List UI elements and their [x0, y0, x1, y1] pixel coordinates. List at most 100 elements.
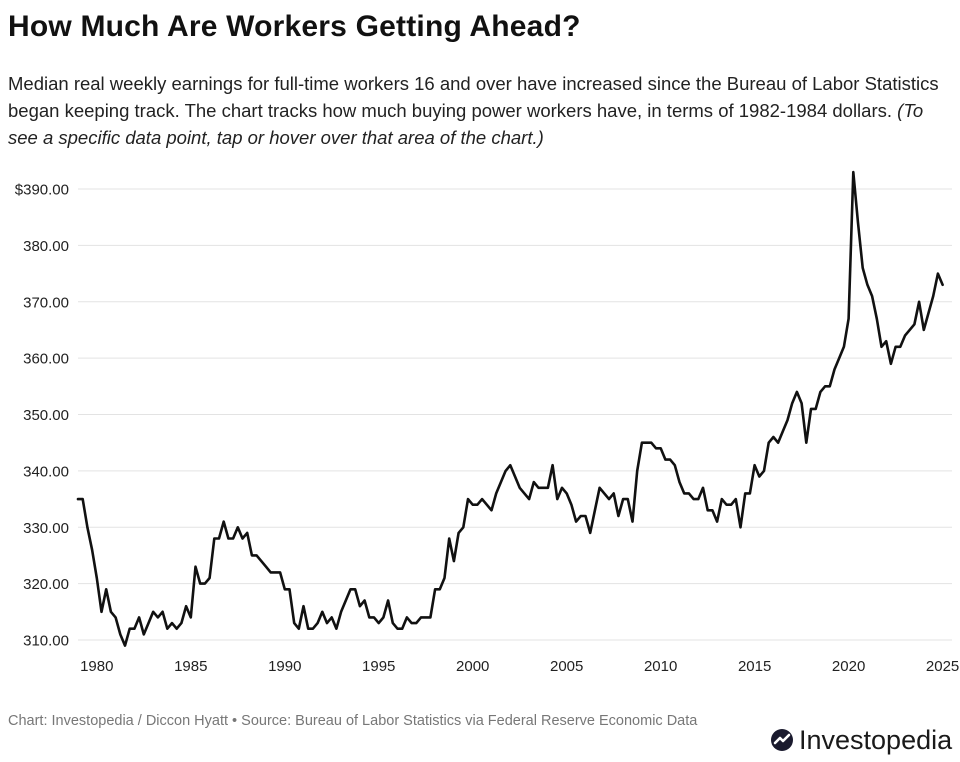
data-point[interactable]: 1992.25: 313: [324, 620, 330, 626]
data-point[interactable]: 2002: 341: [507, 462, 513, 468]
data-point[interactable]: 1981.25: 311: [117, 631, 123, 637]
data-point[interactable]: 1981.5: 309: [122, 643, 128, 649]
data-point[interactable]: 1985.25: 323: [193, 564, 199, 570]
data-point[interactable]: 2021.75: 362: [879, 344, 885, 350]
data-point[interactable]: 2006.75: 337: [597, 485, 603, 491]
data-point[interactable]: 2024.25: 368: [926, 310, 932, 316]
data-point[interactable]: 2007.75: 332: [615, 513, 621, 519]
data-point[interactable]: 2016: 346: [770, 434, 776, 440]
data-point[interactable]: 2017.25: 354: [794, 389, 800, 395]
data-point[interactable]: 1992.75: 312: [333, 626, 339, 632]
data-point[interactable]: 1983.25: 314: [155, 614, 161, 620]
data-point[interactable]: 2003.25: 338: [531, 479, 537, 485]
data-point[interactable]: 1999.5: 330: [460, 524, 466, 530]
data-point[interactable]: 1990.5: 313: [291, 620, 297, 626]
data-point[interactable]: 2016.5: 347: [780, 428, 786, 434]
data-point[interactable]: 2013.25: 335: [719, 496, 725, 502]
data-point[interactable]: 2021.25: 371: [869, 293, 875, 299]
data-point[interactable]: 1984: 313: [169, 620, 175, 626]
data-point[interactable]: 1992: 315: [319, 609, 325, 615]
data-point[interactable]: 2005: 336: [564, 490, 570, 496]
data-point[interactable]: 1999.25: 329: [456, 530, 462, 536]
data-point[interactable]: 2001.75: 340: [503, 468, 509, 474]
data-point[interactable]: 2007.25: 335: [606, 496, 612, 502]
data-point[interactable]: 1993.75: 319: [352, 586, 358, 592]
data-point[interactable]: 2024.5: 371: [930, 293, 936, 299]
data-point[interactable]: 2008.25: 335: [625, 496, 631, 502]
data-point[interactable]: 1994.25: 317: [362, 598, 368, 604]
data-point[interactable]: 1986.75: 331: [221, 519, 227, 525]
data-point[interactable]: 1998.5: 321: [442, 575, 448, 581]
data-point[interactable]: 2006: 332: [583, 513, 589, 519]
data-point[interactable]: 2020.5: 384: [855, 220, 861, 226]
data-point[interactable]: 2007.5: 336: [611, 490, 617, 496]
data-point[interactable]: 2019.5: 360: [836, 355, 842, 361]
data-point[interactable]: 1994: 316: [357, 603, 363, 609]
data-point[interactable]: 2022.75: 362: [897, 344, 903, 350]
data-point[interactable]: 2010.75: 341: [672, 462, 678, 468]
data-point[interactable]: 1984.75: 316: [183, 603, 189, 609]
data-point[interactable]: 2010.5: 342: [667, 457, 673, 463]
data-point[interactable]: 2012: 335: [695, 496, 701, 502]
data-point[interactable]: 2014.75: 336: [747, 490, 753, 496]
data-point[interactable]: 1985.75: 320: [202, 581, 208, 587]
data-point[interactable]: 1991.75: 313: [315, 620, 321, 626]
data-point[interactable]: 2001.25: 336: [493, 490, 499, 496]
data-point[interactable]: 2003: 335: [526, 496, 532, 502]
data-point[interactable]: 1980.25: 315: [99, 609, 105, 615]
data-point[interactable]: 1999.75: 335: [465, 496, 471, 502]
data-point[interactable]: 1983.75: 312: [164, 626, 170, 632]
data-point[interactable]: 2018.5: 354: [817, 389, 823, 395]
data-point[interactable]: 2024.75: 375: [935, 271, 941, 277]
data-point[interactable]: 2021.5: 367: [874, 316, 880, 322]
data-point[interactable]: 2004: 337: [545, 485, 551, 491]
chart-series-group[interactable]: 1979: 3351979.25: 3351979.5: 3301979.75:…: [75, 169, 946, 649]
data-point[interactable]: 2023: 364: [902, 333, 908, 339]
data-point[interactable]: 1989: 323: [263, 564, 269, 570]
data-point[interactable]: 1979.75: 326: [89, 547, 95, 553]
data-point[interactable]: 2019.75: 362: [841, 344, 847, 350]
data-point[interactable]: 2001: 333: [489, 507, 495, 513]
data-point[interactable]: 1988.5: 325: [254, 552, 260, 558]
data-point[interactable]: 1989.75: 322: [277, 569, 283, 575]
data-point[interactable]: 1988: 329: [244, 530, 250, 536]
data-point[interactable]: 2001.5: 338: [498, 479, 504, 485]
data-point[interactable]: 2012.25: 337: [700, 485, 706, 491]
data-point[interactable]: 2011: 338: [677, 479, 683, 485]
data-point[interactable]: 2017.75: 345: [803, 440, 809, 446]
data-point[interactable]: 2019: 355: [827, 383, 833, 389]
data-point[interactable]: 2019.25: 358: [832, 366, 838, 372]
data-point[interactable]: 1999: 324: [451, 558, 457, 564]
data-point[interactable]: 1981: 314: [113, 614, 119, 620]
data-point[interactable]: 2006.5: 333: [592, 507, 598, 513]
data-point[interactable]: 1993.25: 317: [343, 598, 349, 604]
data-point[interactable]: 2000.25: 334: [474, 502, 480, 508]
data-point[interactable]: 2011.5: 336: [686, 490, 692, 496]
data-point[interactable]: 1979.25: 335: [80, 496, 86, 502]
data-point[interactable]: 1993: 315: [338, 609, 344, 615]
data-point[interactable]: 1990.75: 312: [296, 626, 302, 632]
data-point[interactable]: 2004.25: 341: [550, 462, 556, 468]
data-point[interactable]: 2002.25: 339: [512, 474, 518, 480]
data-point[interactable]: 1987.25: 328: [230, 536, 236, 542]
data-point[interactable]: 1980.75: 315: [108, 609, 114, 615]
data-point[interactable]: 1996.25: 312: [399, 626, 405, 632]
data-point[interactable]: 2020.75: 376: [860, 265, 866, 271]
data-point[interactable]: 1984.25: 312: [174, 626, 180, 632]
data-point[interactable]: 2004.75: 337: [559, 485, 565, 491]
data-point[interactable]: 2014.25: 330: [738, 524, 744, 530]
data-point[interactable]: 2015: 341: [752, 462, 758, 468]
data-point[interactable]: 1998.25: 319: [437, 586, 443, 592]
data-point[interactable]: 1986: 321: [207, 575, 213, 581]
data-point[interactable]: 2012.75: 333: [709, 507, 715, 513]
data-point[interactable]: 2010: 344: [658, 445, 664, 451]
data-point[interactable]: 1980: 321: [94, 575, 100, 581]
data-point[interactable]: 1997.75: 314: [427, 614, 433, 620]
data-point[interactable]: 2008.5: 331: [630, 519, 636, 525]
data-point[interactable]: 1984.5: 313: [178, 620, 184, 626]
data-point[interactable]: 2016.75: 349: [785, 417, 791, 423]
data-point[interactable]: 1986.5: 328: [216, 536, 222, 542]
data-point[interactable]: 1994.75: 314: [371, 614, 377, 620]
data-point[interactable]: 2020: 367: [846, 316, 852, 322]
data-point[interactable]: 2002.75: 336: [521, 490, 527, 496]
